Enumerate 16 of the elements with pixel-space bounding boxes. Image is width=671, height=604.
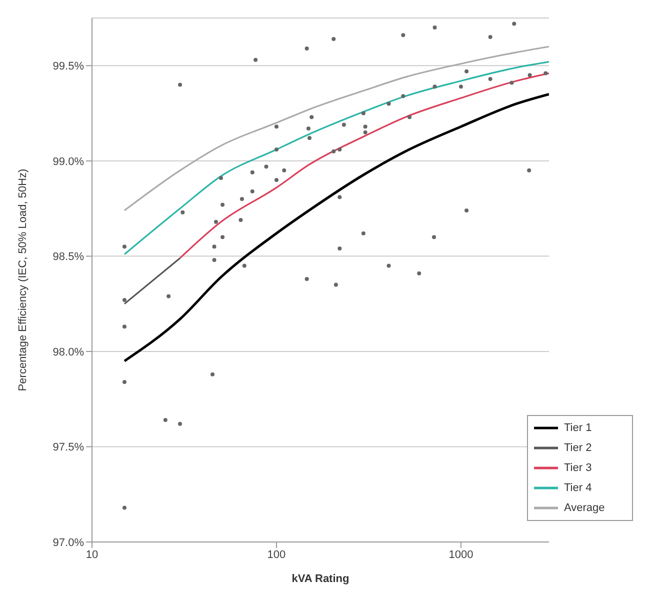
x-axis-title: kVA Rating <box>292 573 350 585</box>
legend-label: Tier 3 <box>564 461 592 475</box>
x-tick-label: 10 <box>86 548 98 561</box>
y-tick-label: 97.0% <box>52 536 84 549</box>
x-tick-label: 1000 <box>448 548 474 561</box>
y-tick-label: 98.5% <box>52 251 84 264</box>
legend-label: Average <box>564 501 605 515</box>
legend-label: Tier 4 <box>564 481 592 495</box>
y-tick-label: 99.0% <box>52 156 84 168</box>
y-tick-label: 98.0% <box>52 346 84 358</box>
y-axis-title: Percentage Efficiency (IEC, 50% Load, 50Hz) <box>16 168 29 392</box>
y-tick-label: 99.5% <box>52 60 84 73</box>
y-tick-label: 97.5% <box>52 442 84 454</box>
legend-label: Tier 1 <box>564 421 592 435</box>
x-tick-label: 100 <box>267 548 286 561</box>
legend-label: Tier 2 <box>564 441 592 455</box>
